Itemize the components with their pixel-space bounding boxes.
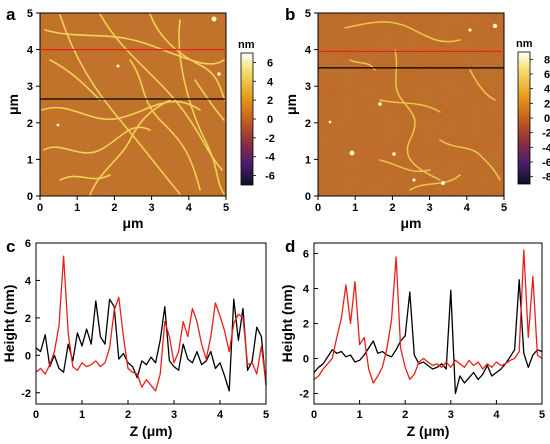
panel-c-ytick-label: 0 [25,350,31,362]
panel-b-xlabel: μm [400,215,421,231]
colorbar-a-tick-label: -2 [265,133,275,145]
fibril-network-a [41,13,226,196]
panel-a-xtick-label: 4 [186,202,193,214]
colorbar-b-tick-label: -4 [542,142,550,154]
panel-c-xtick-label: 5 [263,409,269,421]
panel-letter-a: a [6,5,16,24]
colorbar-b-title: nm [516,38,533,50]
panel-a-xtick-label: 3 [149,202,155,214]
panel-c-ytick-label: 4 [25,275,32,287]
panel-d-ylabel: Height (nm) [279,285,295,363]
panel-c-ytick-label: 6 [25,238,31,250]
panel-d-ytick-label: 4 [303,284,310,296]
colorbar-b-tick-label: 6 [544,69,550,81]
panel-d-xtick-label: 0 [311,409,317,421]
panel-a-ytick-label: 3 [27,81,33,93]
panel-c-ytick-label: -2 [21,388,31,400]
colorbar-b-tick-label: -2 [542,128,550,140]
particles-b [328,23,498,185]
panel-a-axes: 0 1 2 3 4 5 0 1 2 3 4 5 μm μm [5,8,229,231]
colorbar-a-tick-label: 6 [267,57,273,69]
panel-c-frame [35,242,267,405]
panel-c-ytick-label: 2 [25,313,31,325]
panel-d-frame [313,242,543,405]
panel-b-xtick-label: 4 [464,202,471,214]
colorbar-b-tick-label: 8 [544,54,550,66]
panel-b-ytick-label: 4 [305,45,312,57]
panel-a-ytick-label: 2 [27,118,33,130]
panel-c-xlabel: Z (μm) [130,423,173,439]
colorbar-b-tick-label: 4 [544,84,550,96]
panel-letter-b: b [285,5,295,24]
panel-b-image [317,12,505,197]
panel-c-ylabel: Height (nm) [1,285,17,363]
panel-b-ylabel: μm [283,94,299,115]
colorbar-a: nm 6 4 2 0 -2 -4 -6 [238,39,276,186]
panel-b-xtick-label: 2 [389,202,395,214]
colorbar-a-title: nm [238,39,255,51]
panel-d-ytick-label: 2 [303,319,309,331]
colorbar-a-tick-label: -4 [265,152,276,164]
panel-d-xtick-label: 4 [493,409,500,421]
panel-b-ytick-label: 2 [305,118,311,130]
colorbar-b-tick-label: 0 [544,113,550,125]
panel-b-xtick-label: 5 [501,202,507,214]
panel-c-series-black [35,298,267,392]
panel-c-xtick-label: 1 [79,409,85,421]
panel-a-xlabel: μm [122,215,143,231]
panel-a-xtick-label: 1 [74,202,80,214]
panel-a-xtick-label: 0 [37,202,43,214]
panel-d-ytick-label: 0 [303,354,309,366]
colorbar-b-tick-label: 2 [544,98,550,110]
colorbar-a-tick-label: -6 [265,171,275,183]
colorbar-a-tick-label: 2 [267,95,273,107]
panel-d-ytick-label: -2 [299,389,309,401]
fibril-network-b [344,21,501,191]
panel-b-ytick-label: 1 [305,154,311,166]
panel-d-xtick-label: 1 [357,409,363,421]
panel-c-xtick-label: 3 [171,409,177,421]
panel-b-xtick-label: 3 [427,202,433,214]
panel-letter-c: c [6,237,15,256]
panel-c-series-red [35,255,267,392]
panel-a-ytick-label: 5 [27,8,33,20]
colorbar-b-tick-label: -6 [542,157,550,169]
panel-d-ytick-label: 6 [303,249,309,261]
particles-a [56,16,221,127]
panel-b-axes: 0 1 2 3 4 5 0 1 2 3 4 5 μm μm [283,8,507,231]
panel-b-ytick-label: 3 [305,81,311,93]
panel-d-series-red [313,249,543,384]
panel-b-xtick-label: 1 [352,202,358,214]
panel-b-ytick-label: 5 [305,8,311,20]
panel-a-ytick-label: 1 [27,154,33,166]
panel-a-image [39,12,227,197]
panel-d-xtick-label: 2 [402,409,408,421]
panel-a-ytick-label: 4 [27,45,34,57]
panel-d-xtick-label: 5 [539,409,545,421]
panel-c-xtick-label: 2 [125,409,131,421]
colorbar-b: nm 8 6 4 2 0 -2 -4 -6 -8 [516,38,550,185]
panel-b-ytick-label: 0 [305,191,311,203]
colorbar-b-tick-label: -8 [542,172,550,184]
panel-d-series-black [313,279,543,395]
panel-a-xtick-label: 2 [111,202,117,214]
panel-c-xtick-label: 4 [217,409,224,421]
colorbar-a-tick-label: 4 [267,76,274,88]
panel-d-xlabel: Z (μm) [407,423,450,439]
panel-d-xtick-label: 3 [448,409,454,421]
panel-a-ytick-label: 0 [27,191,33,203]
panel-a-ylabel: μm [5,94,21,115]
colorbar-a-tick-label: 0 [267,114,273,126]
panel-c-xtick-label: 0 [33,409,39,421]
panel-a-xtick-label: 5 [223,202,229,214]
panel-letter-d: d [285,237,295,256]
panel-b-xtick-label: 0 [315,202,321,214]
